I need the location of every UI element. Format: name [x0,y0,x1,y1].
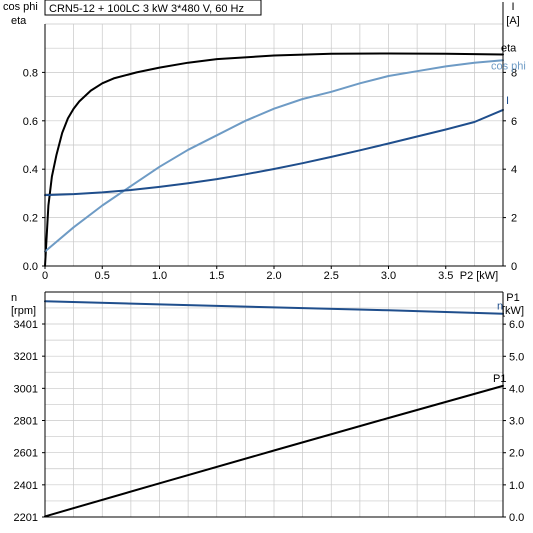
y-tick-label: 2.0 [509,448,524,460]
series-line-eta [44,52,504,267]
top-chart-series [44,52,504,267]
x-tick-label: 2.0 [266,270,281,282]
y-tick-label: 0.2 [23,213,38,225]
x-axis-label: P2 [kW] [460,270,499,282]
series-line-n [44,300,504,315]
x-tick-label: 0.5 [95,270,110,282]
series-line-cos-phi [44,59,504,253]
y-tick-label: 0 [511,261,517,273]
y-tick-label: 2801 [14,416,38,428]
x-tick-label: 2.5 [324,270,339,282]
y-tick-label: 0.6 [23,116,38,128]
y-tick-label: 2 [511,213,517,225]
y-tick-label: 3001 [14,383,38,395]
y-tick-label: 6.0 [509,319,524,331]
top-left-axis-label: cos phi [3,1,38,13]
x-tick-label: 3.0 [381,270,396,282]
top-chart-grid [45,23,504,266]
series-label-cos-phi: cos phi [491,60,526,72]
y-tick-label: 4.0 [509,383,524,395]
y-tick-label: 0.8 [23,67,38,79]
y-tick-label: 0.4 [23,164,38,176]
series-label-i: I [506,95,509,107]
y-tick-label: 3401 [14,319,38,331]
chart-labels: CRN5-12 + 100LC 3 kW 3*480 V, 60 Hz cos p… [3,0,526,524]
y-tick-label: 0.0 [509,512,524,524]
y-tick-label: 3201 [14,351,38,363]
bottom-right-axis-label: P1 [506,292,519,304]
series-line-p1 [44,384,504,518]
bottom-chart-grid [45,292,504,517]
y-tick-label: 1.0 [509,480,524,492]
chart-title: CRN5-12 + 100LC 3 kW 3*480 V, 60 Hz [49,3,244,15]
y-tick-label: 0.0 [23,261,38,273]
top-right-axis-label: I [511,1,514,13]
top-left-axis-label: eta [11,15,27,27]
bottom-left-axis-label: [rpm] [11,305,36,317]
y-tick-label: 6 [511,116,517,128]
chart-axes [42,2,506,518]
series-label-p1: P1 [493,373,506,385]
top-right-axis-label: [A] [506,15,519,27]
x-tick-label: 1.0 [152,270,167,282]
series-label-n: n [497,301,503,313]
series-line-i [44,108,504,197]
y-tick-label: 4 [511,164,517,176]
bottom-right-axis-label: [kW] [502,305,524,317]
x-tick-label: 3.5 [438,270,453,282]
y-tick-label: 2601 [14,448,38,460]
y-tick-label: 2201 [14,512,38,524]
x-tick-label: 0 [42,270,48,282]
y-tick-label: 8 [511,67,517,79]
x-tick-label: 1.5 [209,270,224,282]
bottom-left-axis-label: n [11,292,17,304]
y-tick-label: 2401 [14,480,38,492]
y-tick-label: 5.0 [509,351,524,363]
y-tick-label: 3.0 [509,416,524,428]
series-label-eta: eta [501,42,517,54]
bottom-chart-series [44,300,504,518]
chart-title-box [44,0,262,16]
